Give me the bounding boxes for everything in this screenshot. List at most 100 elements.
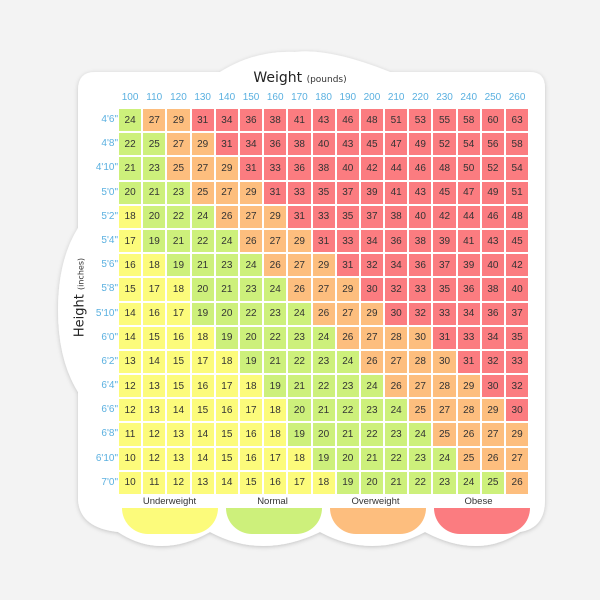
- bmi-cell: 41: [384, 180, 409, 205]
- bmi-cell: 17: [190, 349, 215, 375]
- weight-label: 250: [484, 92, 502, 103]
- bmi-cell: 49: [408, 132, 433, 157]
- legend-normal: Normal: [257, 496, 288, 507]
- bmi-cell: 46: [335, 108, 360, 133]
- bmi-cell: 27: [480, 422, 505, 447]
- weight-label: 170: [291, 92, 308, 103]
- bmi-cell: 53: [408, 108, 433, 133]
- bmi-cell: 14: [166, 398, 191, 423]
- height-label: 4'6": [101, 114, 118, 125]
- bmi-cell: 28: [384, 325, 409, 350]
- bmi-cell: 22: [263, 325, 288, 350]
- height-label: 5'10": [95, 307, 118, 319]
- bmi-cell: 26: [335, 325, 360, 350]
- bmi-cell: 33: [287, 180, 312, 205]
- weight-label: 130: [194, 92, 211, 103]
- bmi-cell: 22: [311, 374, 336, 399]
- bmi-cell: 12: [142, 422, 167, 447]
- bmi-cell: 21: [142, 180, 167, 205]
- bmi-cell: 25: [190, 180, 215, 205]
- bmi-cell: 23: [359, 398, 385, 423]
- weight-label: 260: [508, 92, 526, 103]
- bmi-cell: 17: [142, 277, 167, 302]
- bmi-cell: 16: [118, 253, 143, 278]
- bmi-cell: 26: [263, 253, 288, 278]
- bmi-cell: 20: [359, 470, 385, 495]
- bmi-cell: 34: [214, 108, 239, 133]
- bmi-cell: 21: [214, 277, 239, 302]
- height-label: 5'0": [101, 186, 118, 198]
- bmi-cell: 15: [190, 398, 215, 423]
- bmi-cell: 28: [432, 374, 457, 399]
- bmi-cell: 33: [335, 228, 360, 254]
- bmi-cell: 19: [311, 446, 336, 471]
- bmi-cell: 12: [166, 470, 191, 495]
- bmi-cell: 31: [456, 349, 481, 375]
- bmi-cell: 37: [335, 180, 360, 205]
- bmi-cell: 29: [480, 398, 505, 423]
- bmi-cell: 49: [480, 180, 505, 205]
- bmi-cell: 24: [359, 374, 385, 399]
- bmi-cell: 30: [432, 349, 457, 375]
- bmi-cell: 15: [118, 277, 143, 302]
- bmi-cell: 33: [505, 349, 530, 375]
- bmi-cell: 32: [408, 301, 433, 326]
- legend: Underweight Normal Overweight Obese: [118, 496, 530, 507]
- bmi-cell: 18: [287, 446, 312, 471]
- bmi-cell: 26: [359, 349, 385, 375]
- height-row-headers: 4'6" 4'8" 4'10" 5'0" 5'2" 5'4" 5'6" 5'8" 5'10" 6'…: [88, 108, 118, 495]
- bmi-cell: 37: [359, 204, 385, 229]
- bmi-cell: 21: [384, 470, 409, 495]
- bmi-cell: 38: [287, 132, 312, 157]
- bmi-cell: 60: [480, 108, 505, 133]
- bmi-cell: 23: [287, 325, 312, 350]
- bmi-cell: 15: [166, 374, 191, 399]
- bmi-cell: 22: [359, 422, 385, 447]
- height-label: 6'8": [101, 428, 118, 440]
- bmi-cell: 40: [480, 253, 505, 278]
- bmi-cell: 13: [142, 398, 167, 423]
- bmi-cell: 41: [456, 228, 481, 254]
- bmi-cell: 26: [214, 204, 239, 229]
- bmi-cell: 21: [359, 446, 385, 471]
- bmi-cell: 26: [287, 277, 312, 302]
- bmi-cell: 25: [408, 398, 433, 423]
- weight-label: 230: [436, 92, 453, 103]
- bmi-cell: 27: [505, 446, 530, 471]
- bmi-cell: 32: [505, 374, 530, 399]
- bmi-cell: 29: [311, 253, 336, 278]
- bmi-cell: 31: [238, 156, 264, 181]
- bmi-cell: 16: [263, 470, 288, 495]
- bmi-cell: 48: [359, 108, 385, 133]
- bmi-cell: 48: [432, 156, 457, 181]
- bmi-cell: 42: [359, 156, 385, 181]
- bmi-cell: 42: [432, 204, 457, 229]
- bmi-cell: 20: [214, 301, 239, 326]
- bmi-cell: 27: [359, 325, 385, 350]
- bmi-cell: 27: [335, 301, 360, 326]
- bmi-cell: 24: [214, 228, 239, 254]
- legend-swatch: [122, 508, 218, 534]
- bmi-cell: 13: [166, 446, 191, 471]
- height-label: 6'6": [101, 404, 118, 416]
- bmi-cell: 44: [384, 156, 409, 181]
- bmi-cell: 45: [505, 228, 530, 254]
- bmi-cell: 24: [456, 470, 481, 495]
- bmi-cell: 27: [384, 349, 409, 375]
- bmi-cell: 21: [190, 253, 215, 278]
- bmi-cell: 46: [408, 156, 433, 181]
- bmi-cell: 29: [166, 108, 191, 133]
- bmi-cell: 24: [432, 446, 457, 471]
- bmi-cell: 24: [408, 422, 433, 447]
- bmi-cell: 24: [335, 349, 360, 375]
- bmi-cell: 19: [142, 228, 167, 254]
- bmi-cell: 32: [384, 277, 409, 302]
- bmi-cell: 23: [335, 374, 360, 399]
- bmi-cell: 38: [408, 228, 433, 254]
- bmi-cell: 24: [190, 204, 215, 229]
- bmi-cell: 16: [166, 325, 191, 350]
- legend-color-swatches: [122, 508, 530, 534]
- height-label: 6'0": [101, 331, 118, 343]
- bmi-cell: 20: [287, 398, 312, 423]
- bmi-cell: 29: [456, 374, 481, 399]
